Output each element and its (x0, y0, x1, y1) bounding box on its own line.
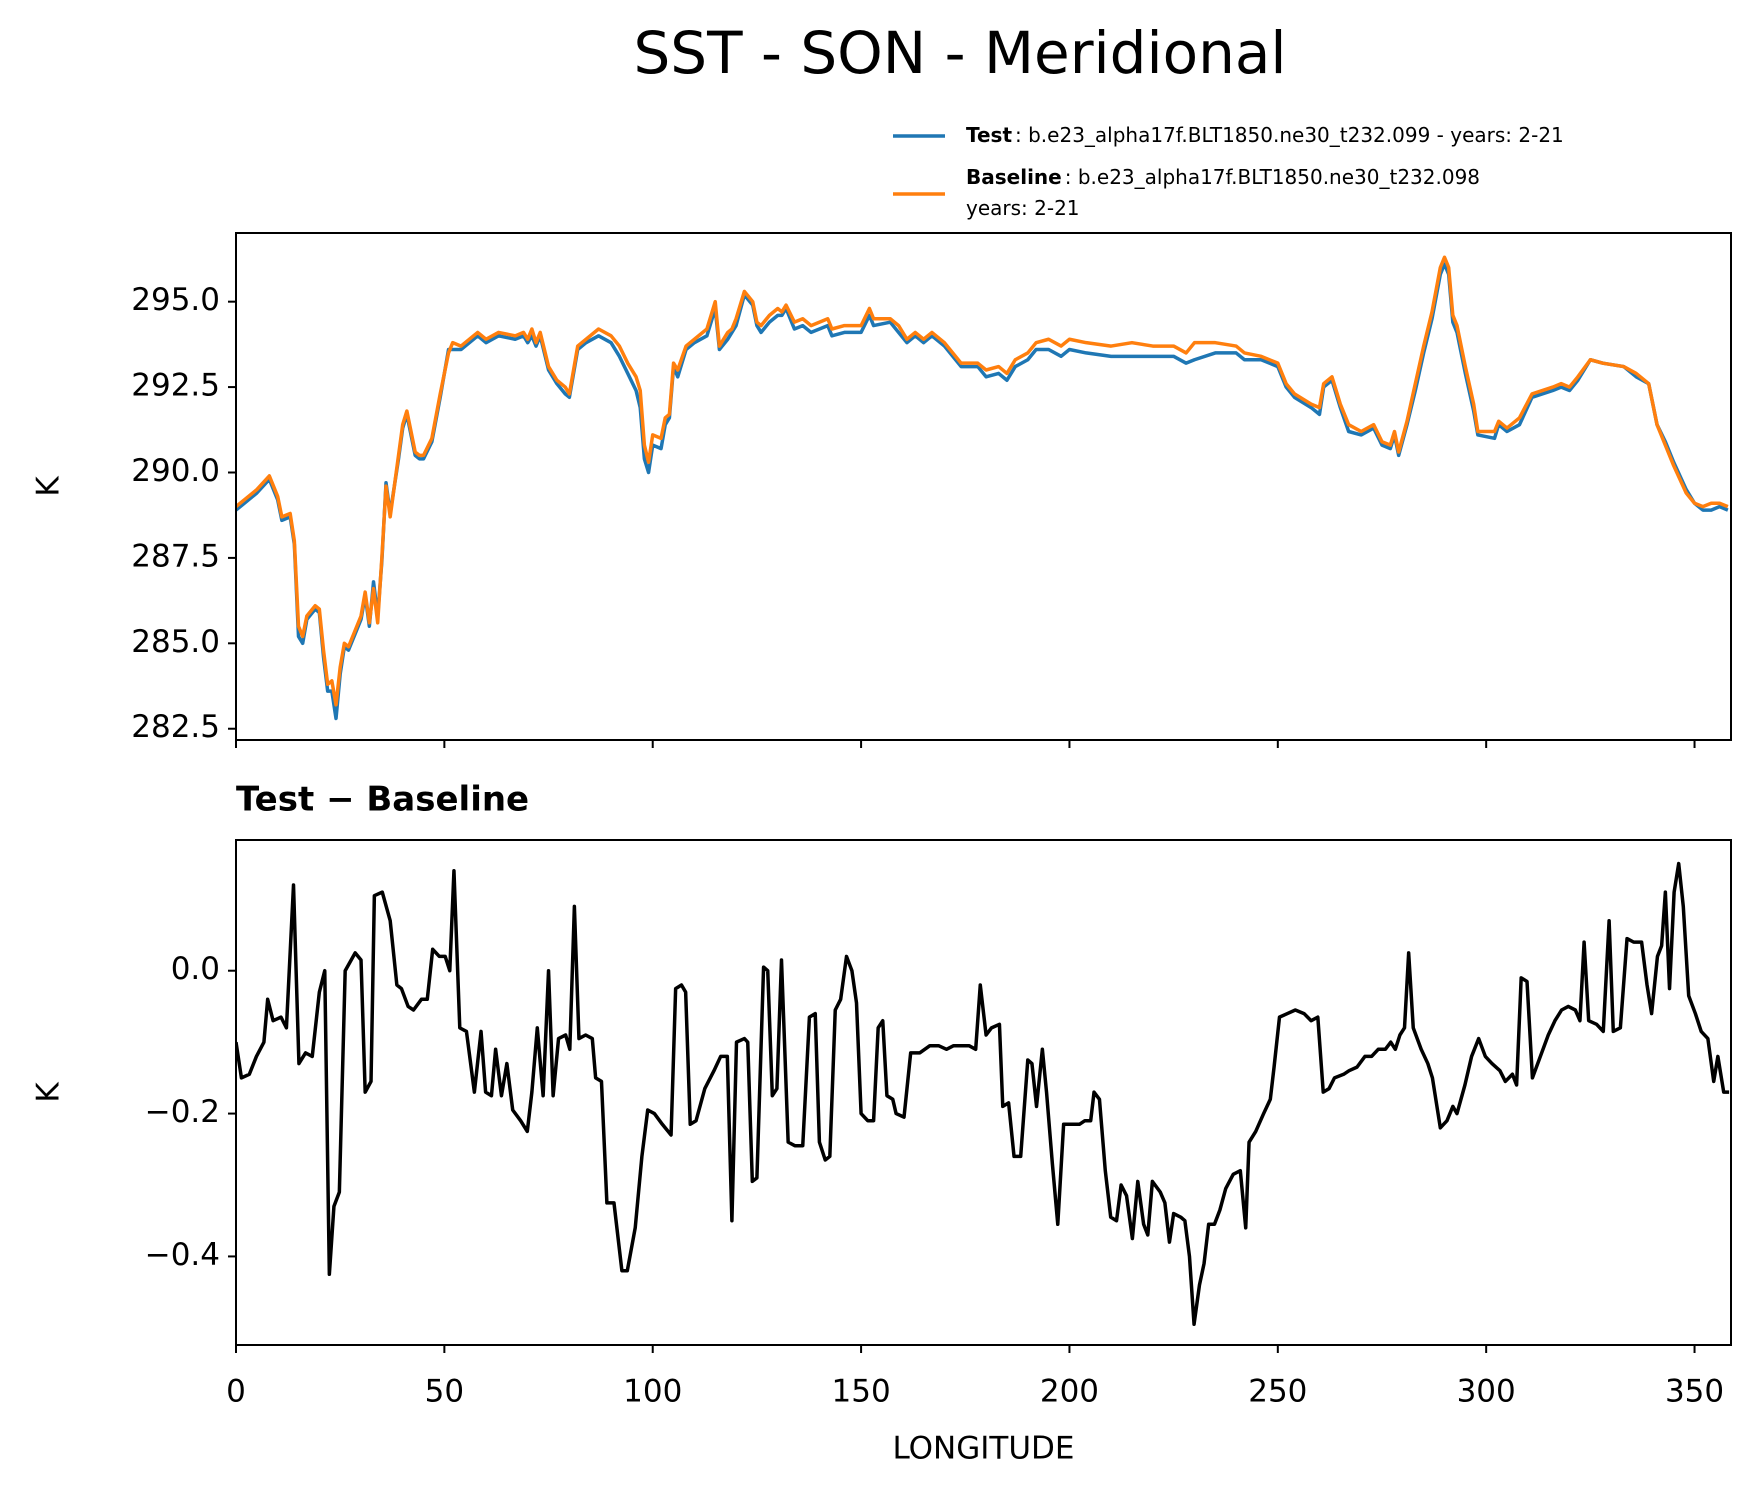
y-tick-label: 282.5 (131, 709, 220, 745)
x-tick-label: 200 (1040, 1374, 1099, 1410)
y-axis-label: K (31, 1082, 67, 1103)
x-axis-label: LONGITUDE (892, 1431, 1074, 1467)
legend-entry: Baseline: b.e23_alpha17f.BLT1850.ne30_t2… (966, 165, 1480, 220)
data-line (236, 861, 1730, 1327)
x-tick-label: 50 (425, 1374, 464, 1410)
data-line (236, 262, 1729, 721)
x-tick-label: 350 (1665, 1374, 1724, 1410)
x-tick-label: 300 (1457, 1374, 1516, 1410)
x-tick-label: 0 (226, 1374, 246, 1410)
x-tick-label: 100 (623, 1374, 682, 1410)
figure-title: SST - SON - Meridional (633, 19, 1286, 87)
y-tick-label: 295.0 (131, 282, 220, 318)
legend-text: years: 2-21 (966, 196, 1080, 220)
plot-frame (235, 839, 1732, 1346)
legend-entry: Test: b.e23_alpha17f.BLT1850.ne30_t232.0… (966, 123, 1564, 147)
legend-name: Baseline (966, 165, 1062, 189)
legend-text: : b.e23_alpha17f.BLT1850.ne30_t232.099 -… (1015, 123, 1564, 147)
y-tick-label: 285.0 (131, 624, 220, 660)
y-tick-label: −0.2 (145, 1094, 220, 1130)
y-tick-label: 292.5 (131, 368, 220, 404)
y-tick-label: 0.0 (171, 951, 220, 987)
y-tick-label: 287.5 (131, 538, 220, 574)
legend-name: Test (966, 123, 1012, 147)
y-axis-label: K (31, 476, 67, 497)
plot-frame (235, 232, 1732, 741)
x-tick-label: 150 (832, 1374, 891, 1410)
legend-text: : b.e23_alpha17f.BLT1850.ne30_t232.098 (1065, 165, 1480, 189)
y-tick-label: 290.0 (131, 453, 220, 489)
data-line (236, 255, 1729, 707)
x-tick-label: 250 (1248, 1374, 1307, 1410)
subplot-title: Test − Baseline (236, 780, 529, 820)
y-tick-label: −0.4 (145, 1237, 220, 1273)
